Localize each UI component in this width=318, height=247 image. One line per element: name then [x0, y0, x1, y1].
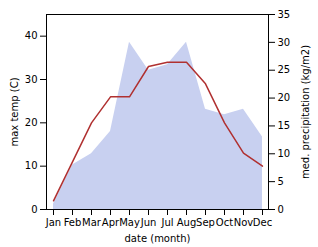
svg-text:Oct: Oct: [216, 217, 233, 228]
svg-text:10: 10: [278, 148, 291, 159]
svg-text:May: May: [119, 217, 140, 228]
svg-text:Mar: Mar: [82, 217, 102, 228]
svg-text:0: 0: [31, 204, 37, 215]
svg-text:20: 20: [25, 117, 38, 128]
svg-text:35: 35: [278, 9, 291, 20]
svg-text:0: 0: [278, 204, 284, 215]
svg-text:Jun: Jun: [140, 217, 157, 228]
svg-text:Feb: Feb: [64, 217, 82, 228]
svg-text:30: 30: [25, 74, 38, 85]
svg-text:Jan: Jan: [45, 217, 61, 228]
svg-text:25: 25: [278, 64, 291, 75]
svg-text:Apr: Apr: [102, 217, 120, 228]
svg-text:40: 40: [25, 30, 38, 41]
svg-text:10: 10: [25, 160, 38, 171]
svg-text:max temp (C): max temp (C): [9, 77, 20, 146]
svg-text:Jul: Jul: [160, 217, 173, 228]
svg-text:15: 15: [278, 120, 291, 131]
svg-text:Dec: Dec: [253, 217, 272, 228]
svg-text:Aug: Aug: [177, 217, 197, 228]
svg-text:date (month): date (month): [125, 233, 191, 244]
svg-text:20: 20: [278, 92, 291, 103]
svg-text:30: 30: [278, 37, 291, 48]
svg-text:5: 5: [278, 176, 284, 187]
svg-text:Sep: Sep: [196, 217, 215, 228]
svg-text:Nov: Nov: [234, 217, 254, 228]
svg-text:med. precipitation (kg/m2): med. precipitation (kg/m2): [300, 45, 311, 179]
